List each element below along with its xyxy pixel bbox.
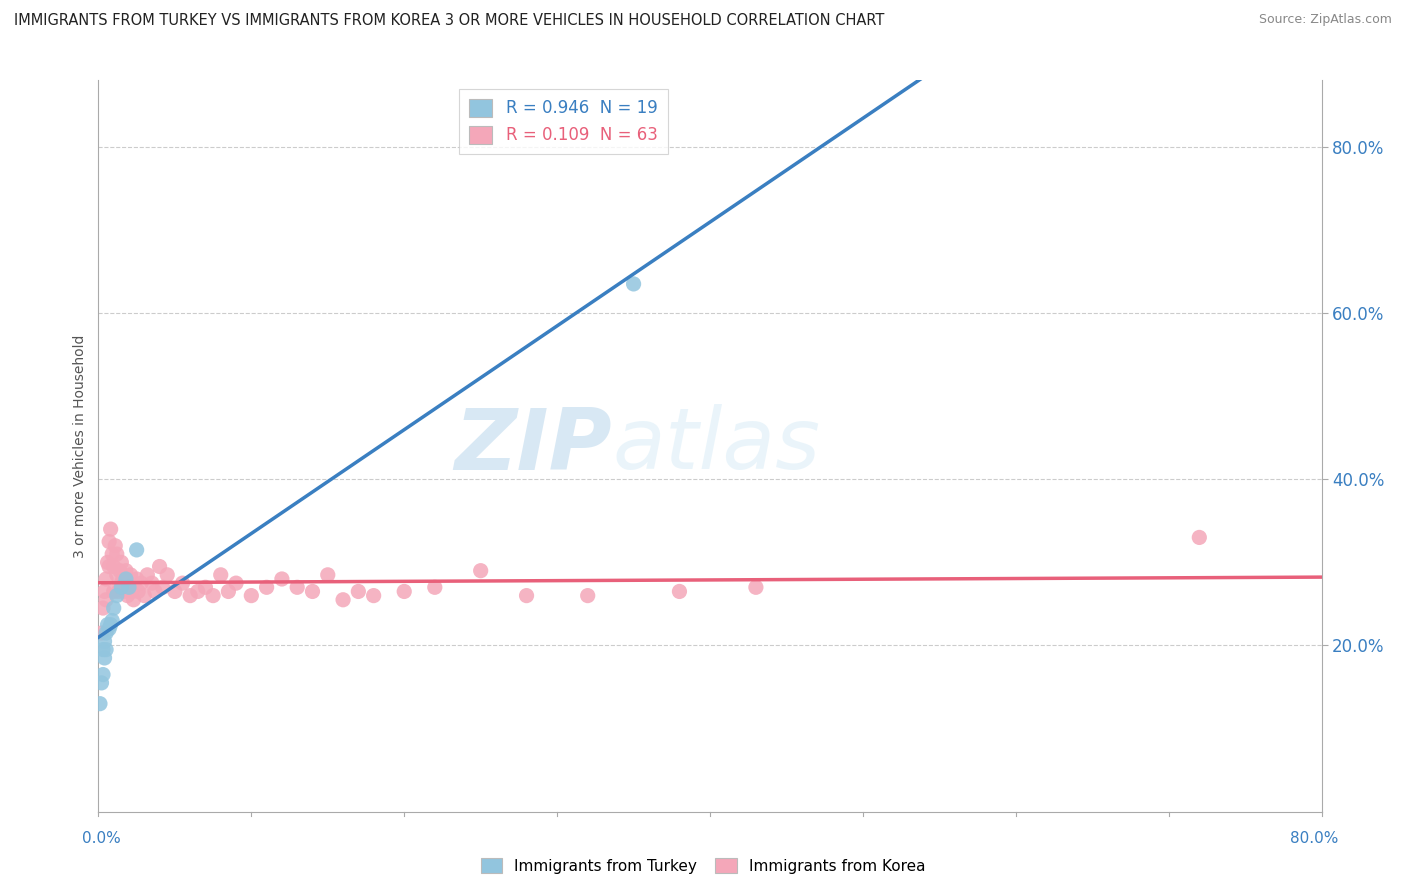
Point <box>100 617 122 632</box>
Point <box>301 584 323 599</box>
Point <box>122 592 145 607</box>
Point <box>115 572 138 586</box>
Point <box>623 277 645 291</box>
Point <box>316 567 339 582</box>
Point <box>101 614 124 628</box>
Text: ZIP: ZIP <box>454 404 612 488</box>
Point <box>156 567 179 582</box>
Point <box>125 542 148 557</box>
Point <box>97 555 120 569</box>
Point <box>332 592 354 607</box>
Point <box>91 642 114 657</box>
Point <box>187 584 209 599</box>
Point <box>172 576 194 591</box>
Text: atlas: atlas <box>612 404 820 488</box>
Point <box>152 580 174 594</box>
Point <box>668 584 690 599</box>
Point <box>118 580 141 594</box>
Point <box>134 589 156 603</box>
Point <box>129 576 152 591</box>
Point <box>202 589 225 603</box>
Point <box>285 580 308 594</box>
Point <box>93 634 115 648</box>
Point <box>91 667 114 681</box>
Point <box>163 584 186 599</box>
Point <box>118 580 141 594</box>
Point <box>110 576 132 591</box>
Point <box>98 622 121 636</box>
Text: Source: ZipAtlas.com: Source: ZipAtlas.com <box>1258 13 1392 27</box>
Text: 80.0%: 80.0% <box>1291 831 1339 846</box>
Point <box>89 697 111 711</box>
Point <box>97 617 120 632</box>
Point <box>94 592 117 607</box>
Point <box>576 589 599 603</box>
Point <box>108 564 131 578</box>
Point <box>347 584 370 599</box>
Point <box>240 589 263 603</box>
Point <box>194 580 217 594</box>
Point <box>101 547 124 561</box>
Point <box>110 555 132 569</box>
Point <box>423 580 446 594</box>
Point <box>125 572 148 586</box>
Y-axis label: 3 or more Vehicles in Household: 3 or more Vehicles in Household <box>73 334 87 558</box>
Point <box>105 567 128 582</box>
Point <box>745 580 768 594</box>
Point <box>90 626 112 640</box>
Point <box>112 584 135 599</box>
Point <box>225 576 247 591</box>
Point <box>179 589 201 603</box>
Point <box>98 559 121 574</box>
Point <box>141 576 163 591</box>
Point <box>392 584 416 599</box>
Point <box>100 522 122 536</box>
Point <box>121 584 143 599</box>
Point <box>103 601 125 615</box>
Point <box>217 584 239 599</box>
Point <box>149 559 172 574</box>
Point <box>256 580 278 594</box>
Point <box>127 584 149 599</box>
Point <box>1188 530 1211 544</box>
Point <box>105 589 128 603</box>
Text: IMMIGRANTS FROM TURKEY VS IMMIGRANTS FROM KOREA 3 OR MORE VEHICLES IN HOUSEHOLD : IMMIGRANTS FROM TURKEY VS IMMIGRANTS FRO… <box>14 13 884 29</box>
Text: 0.0%: 0.0% <box>82 831 121 846</box>
Point <box>117 589 139 603</box>
Point <box>98 534 121 549</box>
Point <box>91 601 114 615</box>
Legend: Immigrants from Turkey, Immigrants from Korea: Immigrants from Turkey, Immigrants from … <box>474 852 932 880</box>
Point <box>93 651 115 665</box>
Point <box>105 547 128 561</box>
Point <box>111 572 134 586</box>
Point <box>136 567 159 582</box>
Point <box>107 584 129 599</box>
Point <box>90 676 112 690</box>
Point <box>93 584 115 599</box>
Point <box>94 626 117 640</box>
Point <box>103 559 125 574</box>
Point <box>120 567 142 582</box>
Point <box>270 572 292 586</box>
Point <box>103 584 125 599</box>
Point <box>470 564 492 578</box>
Point <box>516 589 538 603</box>
Point <box>143 584 166 599</box>
Point <box>363 589 385 603</box>
Legend: R = 0.946  N = 19, R = 0.109  N = 63: R = 0.946 N = 19, R = 0.109 N = 63 <box>458 88 668 154</box>
Point <box>209 567 232 582</box>
Point <box>94 572 117 586</box>
Point <box>110 580 132 594</box>
Point <box>104 539 127 553</box>
Point <box>94 642 117 657</box>
Point <box>115 564 138 578</box>
